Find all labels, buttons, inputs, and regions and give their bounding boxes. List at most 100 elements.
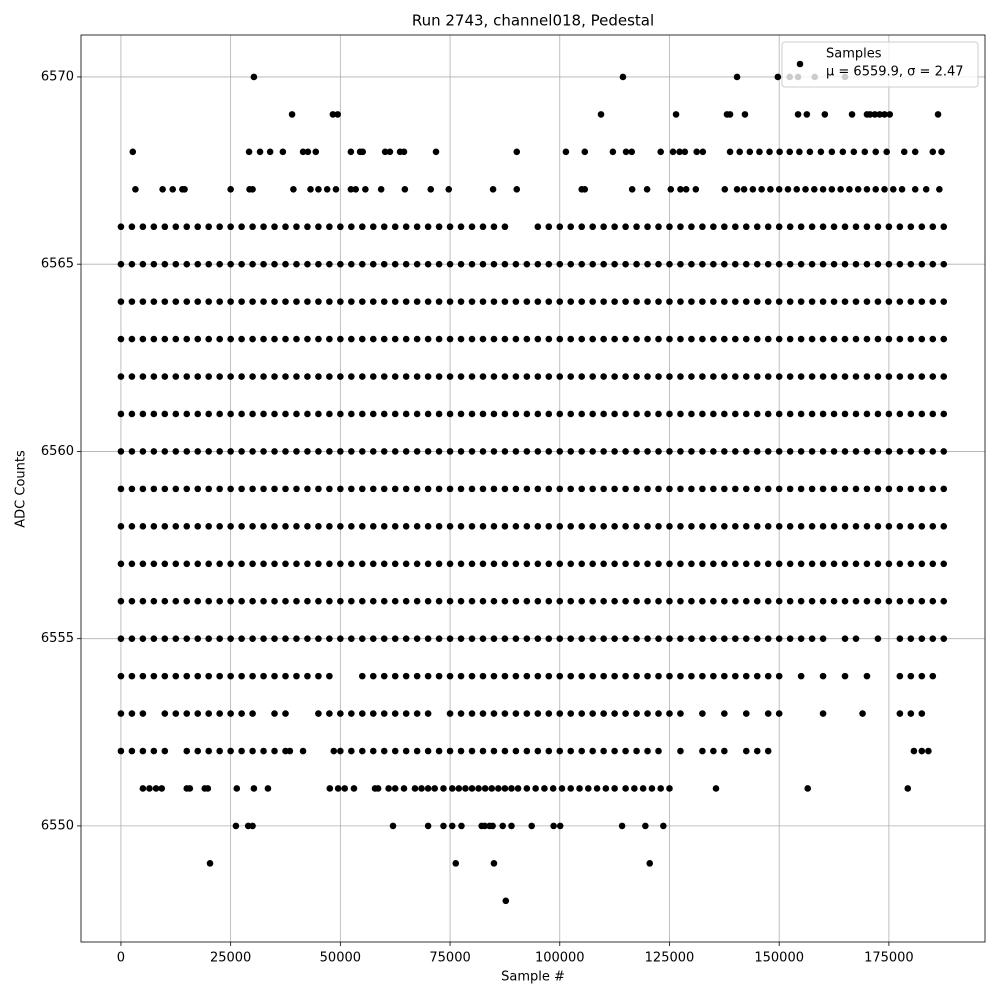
point <box>435 260 443 268</box>
point <box>260 335 267 343</box>
point <box>600 672 607 680</box>
point <box>721 560 728 568</box>
point <box>172 373 180 380</box>
point <box>589 747 596 755</box>
point <box>326 597 333 605</box>
point <box>490 485 498 493</box>
point <box>918 410 926 418</box>
point <box>830 260 838 268</box>
point <box>337 373 344 380</box>
point <box>216 672 223 680</box>
point <box>896 560 904 568</box>
point <box>852 485 860 493</box>
point <box>271 223 278 231</box>
point <box>146 785 153 792</box>
point <box>556 710 564 717</box>
point <box>369 560 377 568</box>
point <box>402 298 410 305</box>
point <box>918 373 926 380</box>
point <box>600 373 607 380</box>
point <box>369 410 377 418</box>
point <box>391 597 399 605</box>
point <box>622 597 629 605</box>
point <box>742 223 750 231</box>
point <box>589 298 596 305</box>
point <box>622 785 629 792</box>
point <box>688 448 695 455</box>
point <box>918 298 926 305</box>
point <box>457 672 465 680</box>
point <box>282 485 289 493</box>
point <box>260 635 267 642</box>
point <box>468 485 476 493</box>
point <box>907 485 915 493</box>
point <box>655 335 662 343</box>
point <box>872 185 880 193</box>
point <box>655 298 662 305</box>
point <box>749 185 757 193</box>
point <box>732 523 739 530</box>
point <box>688 298 695 305</box>
point <box>819 597 827 605</box>
point <box>194 597 202 605</box>
point <box>358 373 366 380</box>
point <box>589 485 596 493</box>
point <box>642 822 649 830</box>
point <box>326 298 333 305</box>
point <box>348 560 355 568</box>
point <box>699 672 706 680</box>
point <box>413 597 421 605</box>
point <box>633 260 640 268</box>
point <box>502 897 510 905</box>
point <box>866 111 874 118</box>
point <box>578 560 586 568</box>
point <box>348 747 355 755</box>
point <box>628 148 636 156</box>
point <box>876 111 883 118</box>
point <box>786 635 794 642</box>
point <box>666 597 673 605</box>
point <box>249 335 256 343</box>
point <box>934 111 942 118</box>
point <box>918 223 926 231</box>
point <box>299 148 307 156</box>
point <box>139 485 147 493</box>
point <box>710 223 717 231</box>
point <box>786 223 794 231</box>
point <box>183 485 191 493</box>
point <box>655 710 662 717</box>
point <box>337 448 344 455</box>
point <box>885 485 893 493</box>
point <box>282 223 289 231</box>
point <box>358 485 366 493</box>
point <box>863 223 871 231</box>
point <box>907 523 915 530</box>
point <box>710 747 717 755</box>
point <box>852 335 860 343</box>
point <box>677 485 684 493</box>
point <box>753 223 761 231</box>
point <box>161 710 169 717</box>
point <box>250 73 258 81</box>
point <box>732 298 739 305</box>
point <box>238 373 245 380</box>
point <box>655 672 662 680</box>
point <box>488 785 496 792</box>
point <box>896 597 904 605</box>
point <box>666 260 673 268</box>
point <box>600 485 607 493</box>
point <box>874 223 882 231</box>
point <box>260 448 267 455</box>
point <box>380 523 388 530</box>
point <box>315 710 322 717</box>
point <box>863 260 871 268</box>
point <box>446 597 454 605</box>
point <box>161 672 169 680</box>
point <box>655 560 662 568</box>
point <box>508 822 515 830</box>
point <box>304 672 311 680</box>
point <box>578 710 586 717</box>
point <box>315 560 322 568</box>
point <box>721 185 729 193</box>
point <box>424 448 432 455</box>
